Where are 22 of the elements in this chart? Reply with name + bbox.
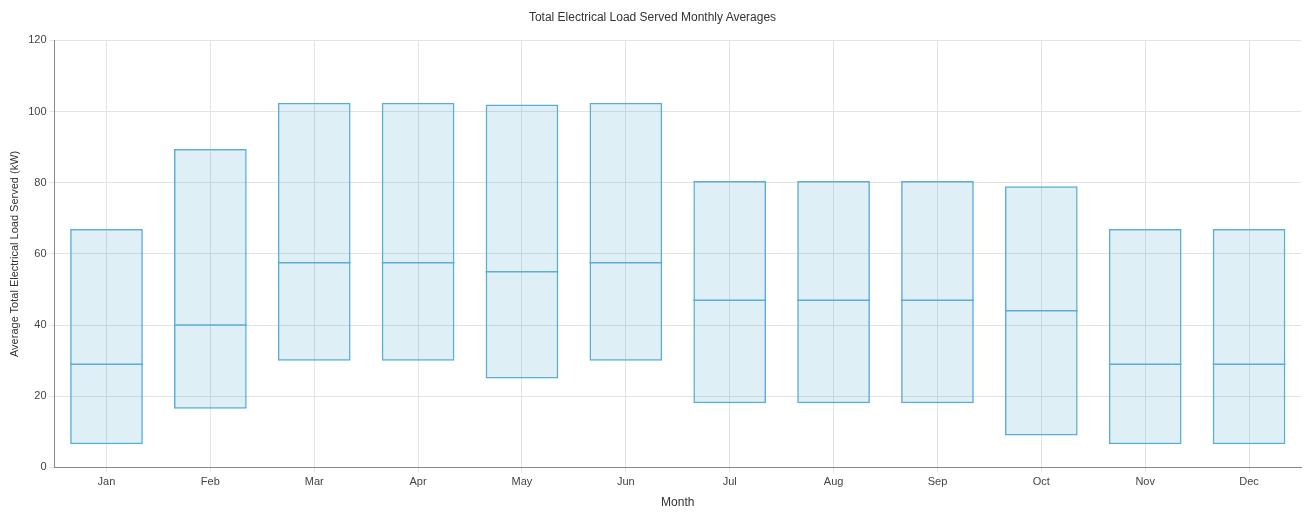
x-tick-label: Apr xyxy=(409,475,427,488)
x-tick-label: Mar xyxy=(304,475,325,488)
y-tick-label: 100 xyxy=(28,104,47,117)
y-axis-title: Average Total Electrical Load Served (kW) xyxy=(7,150,20,358)
x-axis-title: Month xyxy=(661,495,695,510)
y-tick-label: 20 xyxy=(34,389,47,402)
x-tick-label: Jun xyxy=(616,475,635,488)
x-tick-label: Oct xyxy=(1032,475,1050,488)
y-tick-label: 60 xyxy=(34,246,47,259)
x-tick-label: Feb xyxy=(200,475,220,488)
x-tick-label: Dec xyxy=(1239,475,1260,488)
x-tick-label: Aug xyxy=(823,475,844,488)
x-tick-label: May xyxy=(511,475,533,488)
y-tick-label: 120 xyxy=(28,33,47,46)
x-tick-label: Jul xyxy=(722,475,737,488)
y-tick-label: 40 xyxy=(34,318,47,331)
x-tick-label: Jan xyxy=(97,475,116,488)
chart-title: Total Electrical Load Served Monthly Averages xyxy=(528,9,777,24)
x-tick-label: Nov xyxy=(1135,475,1156,488)
y-tick-label: 0 xyxy=(40,460,47,473)
y-tick-label: 80 xyxy=(34,175,47,188)
x-tick-label: Sep xyxy=(927,475,948,488)
